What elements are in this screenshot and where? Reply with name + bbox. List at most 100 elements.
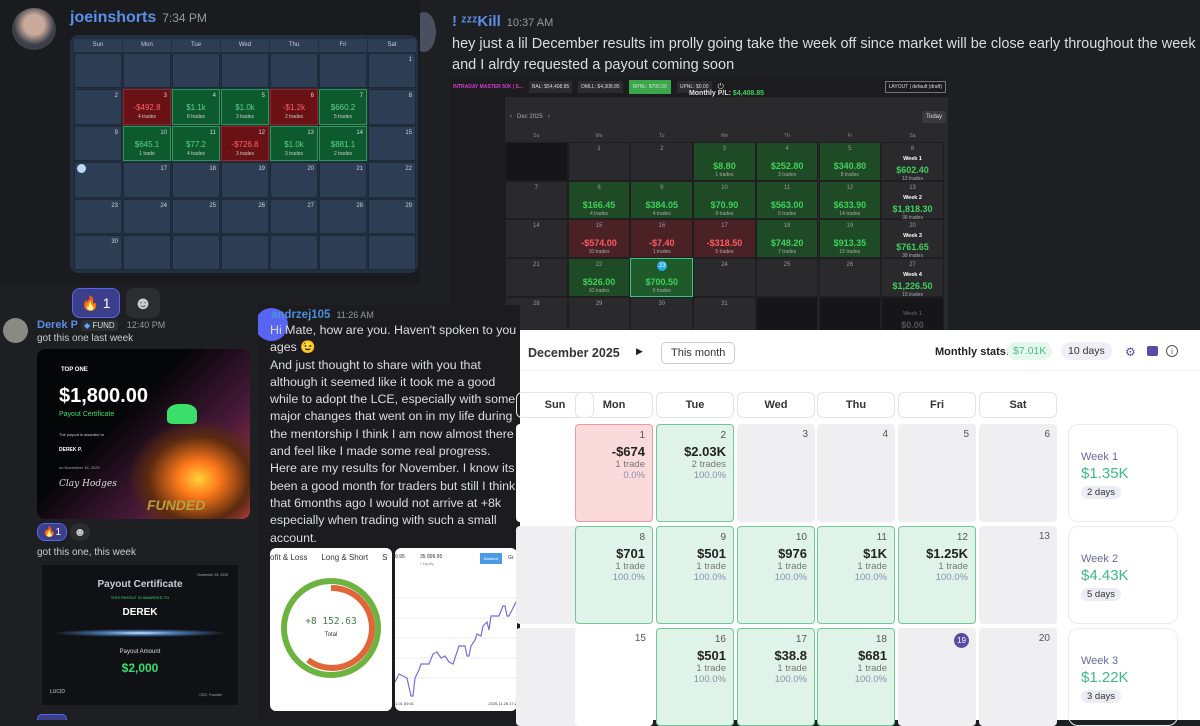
calendar-day[interactable]: 14 [505, 219, 568, 259]
calendar-day[interactable]: 9 [74, 125, 122, 162]
calendar-day[interactable]: 26 [818, 258, 882, 297]
calendar-day[interactable]: 18 $748.20 7 trades [755, 219, 819, 259]
calendar-day[interactable] [319, 53, 367, 89]
calendar-day[interactable]: 11 $1K 1 trade 100.0% [817, 526, 895, 624]
calendar-day[interactable] [755, 296, 819, 336]
calendar-day[interactable]: 7 $660.2 5 trades [319, 89, 367, 125]
calendar-day[interactable]: 11 $77.2 4 trades [172, 125, 220, 162]
week-summary-card[interactable]: Week 3 $1.22K 3 days [1068, 628, 1178, 726]
calendar-day[interactable] [172, 235, 220, 271]
calendar-day[interactable]: 12 $633.90 14 trades [818, 180, 882, 220]
calendar-day[interactable]: 23 [74, 198, 122, 234]
calendar-day[interactable] [818, 296, 882, 336]
calendar-day[interactable]: 19 $913.35 15 trades [818, 219, 882, 259]
calendar-day[interactable]: 5 $1.0k 3 trades [221, 89, 269, 125]
calendar-day[interactable]: 15 [368, 125, 416, 162]
calendar-day[interactable]: 4 $1.1k 8 trades [172, 89, 220, 125]
next-month-icon[interactable]: › [547, 114, 550, 120]
calendar-day[interactable]: 6 [979, 424, 1057, 522]
layout-button[interactable]: LAYOUT | default (draft) [884, 81, 946, 93]
calendar-day[interactable]: 15 -$574.00 10 trades [567, 219, 631, 259]
balance-button[interactable]: Balance [480, 553, 503, 564]
calendar-day[interactable]: 11 $563.00 5 trades [755, 180, 819, 220]
calendar-day[interactable]: 18 $681 1 trade 100.0% [817, 628, 895, 726]
week-summary[interactable]: 20 Week 3 $761.65 38 trades [881, 219, 944, 259]
calendar-day[interactable]: 3 [737, 424, 815, 522]
equity-chart-image[interactable]: 9.95 35 899.95 • Equity Balance Gr 1.01 … [395, 548, 517, 711]
account-select[interactable]: INTRADAY MASTER 50K | S... [453, 84, 524, 90]
calendar-day[interactable]: 24 [123, 198, 171, 234]
username[interactable]: joeinshorts [70, 9, 157, 26]
reaction-fire[interactable]: 🔥 1 [37, 523, 67, 541]
calendar-day[interactable]: 10 $70.90 9 trades [693, 180, 756, 220]
username[interactable]: ! ᶻᶻᶻKill [452, 13, 501, 30]
reaction-fire[interactable] [37, 714, 67, 720]
camera-icon[interactable] [1147, 346, 1158, 356]
week-summary-card[interactable]: Week 2 $4.43K 5 days [1068, 526, 1178, 624]
calendar-day[interactable] [74, 53, 122, 89]
info-icon[interactable]: i [1166, 345, 1178, 357]
calendar-day[interactable]: 25 [172, 198, 220, 234]
calendar-day[interactable]: 4 $252.80 3 trades [755, 142, 819, 181]
pnl-image[interactable]: ofit & Loss Long & Short S +8 152.63 Total [270, 548, 392, 711]
calendar-day[interactable]: 9 $384.05 4 trades [630, 180, 694, 220]
calendar-day[interactable]: 21 [505, 258, 568, 297]
calendar-day[interactable]: 27 [270, 198, 318, 234]
username[interactable]: andrzej105 [271, 309, 331, 321]
calendar-day[interactable]: 30 [74, 235, 122, 271]
calendar-day[interactable]: 17 $38.8 1 trade 100.0% [737, 628, 815, 726]
username[interactable]: Derek P [37, 319, 78, 331]
calendar-day[interactable] [123, 235, 171, 271]
calendar-day[interactable] [368, 235, 416, 271]
calendar-day[interactable]: 4 [817, 424, 895, 522]
calendar-day[interactable] [270, 235, 318, 271]
calendar-day[interactable]: 28 [319, 198, 367, 234]
calendar-day[interactable]: 20 [979, 628, 1057, 726]
add-reaction-button[interactable]: ☻ [70, 523, 90, 541]
calendar-day[interactable]: 2 $2.03K 2 trades 100.0% [656, 424, 734, 522]
avatar[interactable] [3, 318, 28, 343]
graph-tab[interactable]: Gr [508, 555, 514, 561]
calendar-day[interactable]: 13 $1.0k 3 trades [270, 125, 318, 162]
calendar-day[interactable]: 3 -$492.8 4 trades [123, 89, 171, 125]
week-summary-card[interactable]: Week 1 $1.35K 2 days [1068, 424, 1178, 522]
avatar[interactable] [258, 308, 288, 341]
calendar-day[interactable]: 10 $645.1 1 trade [123, 125, 171, 162]
calendar-day[interactable]: 1 -$674 1 trade 0.0% [575, 424, 653, 522]
calendar-day[interactable]: 14 $881.1 2 trades [319, 125, 367, 162]
calendar-day[interactable]: 1 [368, 53, 416, 89]
calendar-day[interactable]: 8 $166.45 4 trades [567, 180, 631, 220]
reaction-fire[interactable]: 🔥 1 [72, 288, 120, 318]
calendar-day[interactable]: 18 [172, 162, 220, 198]
calendar-day[interactable]: 22 [368, 162, 416, 198]
calendar-day[interactable]: 19 [221, 162, 269, 198]
week-summary[interactable]: 6 Week 1 $602.40 12 trades [881, 142, 944, 182]
calendar-day[interactable]: 2 [74, 89, 122, 125]
calendar-day[interactable]: 5 [898, 424, 976, 522]
week-summary[interactable]: Week 1 $0.00 [881, 296, 944, 336]
calendar-day[interactable] [74, 162, 122, 198]
calendar-day[interactable]: 22 $526.00 10 trades [567, 258, 631, 297]
calendar-day[interactable]: 16 $501 1 trade 100.0% [656, 628, 734, 726]
week-summary[interactable]: 13 Week 2 $1,818.30 36 trades [881, 180, 944, 221]
calendar-day[interactable]: 24 [693, 258, 756, 297]
calendar-day[interactable]: 8 [368, 89, 416, 125]
power-icon[interactable]: ⏻ [717, 82, 724, 91]
certificate-image-lucid[interactable]: November 25, 2025 Payout Certificate THI… [42, 565, 238, 705]
calendar-day[interactable]: 17 -$318.50 5 trades [693, 219, 756, 259]
calendar-day[interactable]: 21 [319, 162, 367, 198]
calendar-day[interactable]: 1 [567, 142, 631, 181]
calendar-day[interactable] [505, 142, 568, 181]
week-summary[interactable]: 27 Week 4 $1,226.50 15 trades [881, 258, 944, 298]
calendar-day[interactable]: 8 $701 1 trade 100.0% [575, 526, 653, 624]
calendar-day[interactable] [172, 53, 220, 89]
calendar-day[interactable]: 20 [270, 162, 318, 198]
calendar-day[interactable]: 5 $340.80 8 trades [818, 142, 882, 181]
avatar[interactable] [420, 12, 436, 52]
calendar-day[interactable]: 13 [979, 526, 1057, 624]
gear-icon[interactable]: ⚙ [1125, 345, 1136, 359]
calendar-day[interactable] [123, 53, 171, 89]
calendar-day[interactable]: 6 -$1.2k 2 trades [270, 89, 318, 125]
avatar[interactable] [12, 8, 56, 50]
calendar-day[interactable]: 16 -$7.40 1 trades [630, 219, 694, 259]
